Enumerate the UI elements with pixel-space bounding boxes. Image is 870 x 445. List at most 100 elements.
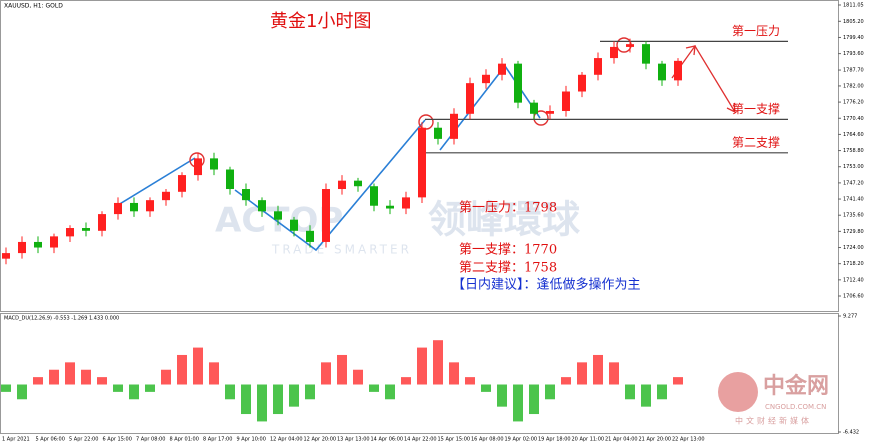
candle-body [482, 74, 490, 84]
macd-bar [433, 340, 443, 385]
candle-body [162, 191, 170, 201]
arrow-head [726, 102, 736, 114]
watermark-text: 领峰環球 [428, 198, 581, 242]
macd-bar [129, 384, 139, 400]
candle-body [34, 241, 42, 248]
macd-bar [65, 362, 75, 385]
macd-bar [641, 384, 651, 407]
candle-body [546, 111, 554, 114]
candle-body [434, 127, 442, 139]
candle-body [658, 63, 666, 81]
macd-bar [81, 369, 91, 385]
macd-bar [577, 362, 587, 385]
arrow-head [685, 45, 696, 56]
macd-bar [1, 384, 11, 392]
candle-body [146, 200, 154, 212]
candle-body [82, 228, 90, 231]
y-tick-label: 1747.20 [843, 180, 864, 186]
logo-text: CNGOLD.COM.CN [765, 403, 826, 411]
watermark-text: ACTOP [215, 201, 343, 241]
candle-body [498, 63, 506, 75]
macd-bar [529, 384, 539, 415]
macd-tick-label: 9.277 [843, 314, 857, 320]
macd-bar [49, 369, 59, 385]
macd-bar [497, 384, 507, 407]
macd-bar [241, 384, 251, 415]
x-tick-label: 19 Apr 02:00 [505, 437, 538, 443]
macd-bar [161, 369, 171, 385]
candle-body [402, 197, 410, 209]
macd-bar [305, 384, 315, 400]
level-label: 第一支撑 [732, 101, 780, 116]
x-tick-label: 8 Apr 01:00 [170, 437, 199, 443]
candle-body [322, 189, 330, 242]
x-tick-label: 22 Apr 13:00 [672, 437, 705, 443]
macd-label: MACD_DU(12,26,9) -0.553 -1.269 1.433 0.0… [4, 316, 119, 322]
macd-bar [449, 362, 459, 385]
macd-bar [337, 354, 347, 385]
macd-panel [0, 313, 839, 434]
macd-bar [385, 384, 395, 400]
candle-body [514, 63, 522, 103]
macd-bar [113, 384, 123, 392]
candle-body [674, 60, 682, 81]
macd-bar [545, 384, 555, 400]
y-tick-label: 1776.20 [843, 100, 864, 106]
y-tick-label: 1782.00 [843, 83, 864, 89]
x-tick-label: 6 Apr 15:00 [103, 437, 132, 443]
y-tick-label: 1741.40 [843, 197, 864, 203]
level-label: 第一压力 [732, 24, 780, 38]
candle-body [626, 44, 634, 47]
y-tick-label: 1712.40 [843, 277, 864, 283]
y-tick-label: 1706.60 [843, 294, 864, 300]
candle-body [130, 202, 138, 212]
main-panel [0, 0, 839, 312]
candle-body [242, 189, 250, 201]
candle-body [210, 158, 218, 170]
macd-bar [209, 362, 219, 385]
macd-bar [593, 354, 603, 385]
y-tick-label: 1805.20 [843, 19, 864, 25]
candle-body [530, 102, 538, 114]
macd-bar [33, 377, 43, 385]
candle-body [66, 228, 74, 237]
macd-bar [17, 384, 27, 400]
candle-body [338, 180, 346, 190]
x-tick-label: 1 Apr 2021 [2, 437, 30, 443]
x-tick-label: 16 Apr 08:00 [471, 437, 504, 443]
y-tick-label: 1718.20 [843, 261, 864, 267]
x-tick-label: 20 Apr 11:00 [572, 437, 605, 443]
macd-bar [481, 384, 491, 392]
macd-bar [257, 384, 267, 422]
y-tick-label: 1735.60 [843, 213, 864, 219]
macd-bar [273, 384, 283, 415]
macd-bar [417, 347, 427, 385]
watermark: ACTOP 领峰環球 TRADE SMARTER [215, 198, 581, 257]
macd-bar [193, 347, 203, 385]
level-label: 第二支撑 [732, 134, 780, 149]
x-tick-label: 14 Apr 22:00 [404, 437, 437, 443]
x-tick-label: 13 Apr 13:00 [337, 437, 370, 443]
circle [418, 114, 434, 130]
x-tick-label: 21 Apr 20:00 [639, 437, 672, 443]
macd-bar [657, 384, 667, 400]
x-tick-label: 12 Apr 20:00 [304, 437, 337, 443]
macd-bar [145, 384, 155, 392]
macd-bar [369, 384, 379, 392]
x-tick-label: 9 Apr 10:00 [237, 437, 266, 443]
y-tick-label: 1770.40 [843, 116, 864, 122]
candle-body [370, 186, 378, 206]
candle-body [194, 158, 202, 176]
advice: 【日内建议】：逢低做多操作为主 [452, 277, 641, 293]
logo: 中金网 CNGOLD.COM.CN 中文财经新媒体 [718, 372, 829, 426]
x-tick-label: 15 Apr 15:00 [438, 437, 471, 443]
chart-title: 黄金1小时图 [270, 11, 371, 32]
macd-bar [673, 377, 683, 385]
watermark-text: TRADE SMARTER [271, 243, 412, 257]
logo-text: 中文财经新媒体 [735, 416, 812, 426]
y-tick-label: 1729.80 [843, 229, 864, 235]
candle-body [306, 230, 314, 242]
y-tick-label: 1764.60 [843, 132, 864, 138]
x-tick-label: 7 Apr 08:00 [136, 437, 165, 443]
